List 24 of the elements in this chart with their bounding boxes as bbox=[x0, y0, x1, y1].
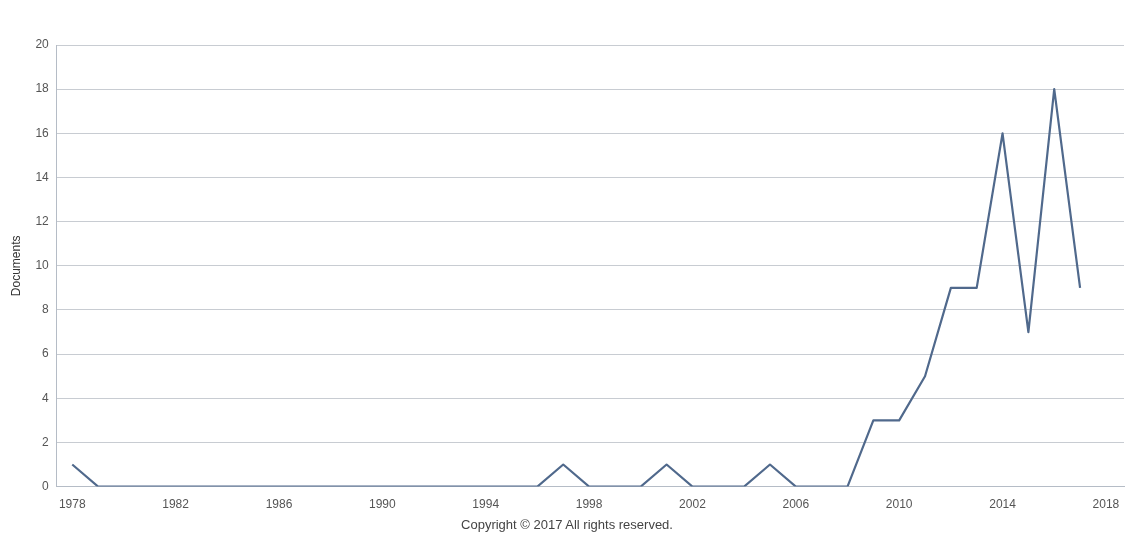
x-tick-label: 2002 bbox=[679, 497, 707, 512]
x-tick-label: 2018 bbox=[1092, 497, 1120, 512]
x-tick-label: 1990 bbox=[369, 497, 397, 512]
x-tick-label: 2014 bbox=[989, 497, 1017, 512]
x-tick-label: 1994 bbox=[472, 497, 500, 512]
y-tick-label: 0 bbox=[42, 478, 50, 493]
y-tick-label: 4 bbox=[42, 390, 50, 405]
y-axis-title: Documents bbox=[8, 235, 23, 297]
x-tick-label: 2010 bbox=[885, 497, 913, 512]
x-tick-label: 2006 bbox=[782, 497, 810, 512]
y-tick-label: 2 bbox=[42, 434, 50, 449]
y-tick-label: 6 bbox=[42, 346, 50, 361]
y-tick-label: 18 bbox=[35, 81, 50, 96]
y-tick-label: 10 bbox=[35, 258, 50, 273]
y-tick-label: 14 bbox=[35, 169, 50, 184]
text: Copyright © 2017 All rights reserved. bbox=[460, 517, 674, 532]
y-tick-label: 20 bbox=[35, 37, 50, 52]
x-tick-label: 1986 bbox=[265, 497, 293, 512]
x-tick-label: 1978 bbox=[58, 497, 86, 512]
y-tick-label: 16 bbox=[35, 125, 50, 140]
x-tick-label: 1982 bbox=[162, 497, 190, 512]
y-tick-label: 12 bbox=[35, 213, 50, 228]
x-tick-label: 1998 bbox=[575, 497, 603, 512]
y-tick-label: 8 bbox=[42, 302, 50, 317]
